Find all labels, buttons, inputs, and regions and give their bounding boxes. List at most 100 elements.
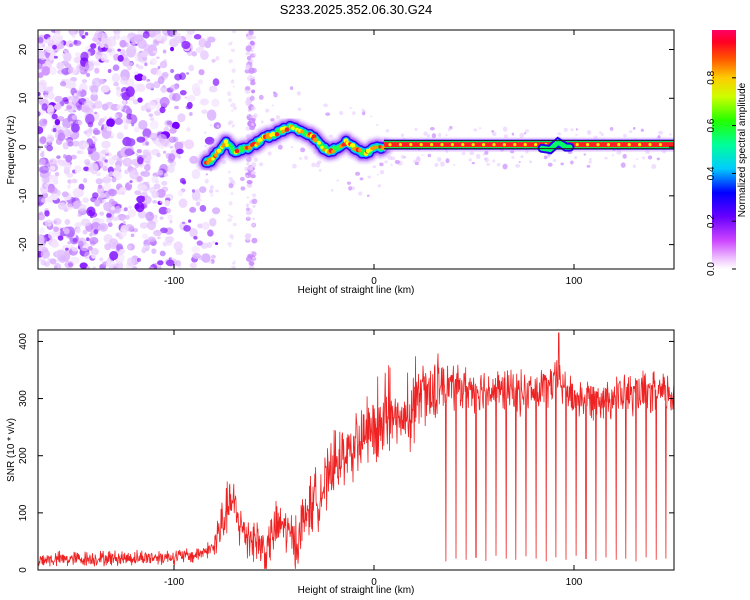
spectrogram-noise-blob — [114, 33, 121, 40]
spectrogram-noise-blob — [91, 136, 96, 139]
spectrogram-noise-blob — [486, 162, 490, 166]
spectrogram-noise-blob — [129, 180, 133, 183]
spectrogram-noise-blob — [54, 262, 62, 269]
spectrogram-noise-blob — [415, 157, 421, 163]
signal-peak-dot — [409, 143, 413, 147]
spectrogram-noise-blob — [159, 60, 168, 69]
spectrogram-noise-blob — [647, 155, 653, 160]
spectrogram-noise-blob — [209, 192, 214, 198]
spectrogram-noise-blob — [215, 189, 219, 193]
spectrogram-noise-blob — [250, 80, 256, 86]
spectrogram-noise-blob — [106, 259, 111, 263]
signal-peak-dot — [461, 143, 465, 147]
spectrogram-noise-blob — [142, 154, 147, 159]
spectrogram-noise-blob — [245, 45, 252, 52]
spectrogram-noise-blob — [359, 177, 364, 181]
spectrogram-noise-blob — [162, 241, 168, 247]
spectrogram-noise-blob — [632, 164, 636, 169]
spectrogram-noise-blob — [198, 69, 205, 76]
spectrogram-noise-blob — [385, 128, 390, 133]
spectrogram-noise-blob — [247, 103, 251, 107]
spectrogram-noise-blob — [87, 121, 94, 128]
spectrogram-noise-blob — [367, 175, 372, 179]
spectrogram-noise-blob — [372, 165, 377, 169]
spectrogram-noise-blob — [169, 145, 174, 149]
spectrogram-noise-blob — [376, 123, 379, 126]
spectrogram-noise-blob — [227, 242, 232, 246]
spectrogram-noise-blob — [90, 248, 99, 256]
spectrogram-noise-blob — [211, 98, 220, 108]
spectrogram-noise-blob — [90, 43, 97, 49]
spectrogram-noise-blob — [157, 260, 164, 266]
spectrogram-noise-blob — [121, 191, 125, 196]
colorbar-tick-label: 0.6 — [706, 118, 717, 132]
spectrogram-noise-blob — [328, 134, 334, 138]
spectrogram-noise-blob — [127, 208, 136, 218]
spectrogram-noise-blob — [258, 94, 264, 100]
spectrogram-noise-blob — [191, 83, 201, 93]
signal-peak-dot — [606, 143, 611, 147]
spectrogram-noise-blob — [252, 223, 256, 227]
spectrogram-ytick-label: 10 — [18, 92, 29, 104]
spectrogram-noise-blob — [106, 118, 115, 128]
spectrogram-noise-blob — [84, 251, 91, 259]
spectrogram-noise-blob — [112, 154, 119, 161]
spectrogram-noise-blob — [141, 195, 145, 199]
spectrogram-noise-blob — [136, 148, 142, 154]
spectrogram-noise-blob — [379, 162, 384, 167]
spectrogram-noise-cloud — [38, 30, 672, 269]
spectrogram-noise-blob — [176, 148, 184, 155]
snr-xlabel: Height of straight line (km) — [298, 585, 415, 596]
spectrogram-noise-blob — [250, 106, 256, 111]
spectrogram-noise-blob — [146, 220, 157, 231]
spectrogram-noise-blob — [149, 120, 159, 130]
spectrogram-noise-blob — [44, 183, 49, 188]
spectrogram-noise-blob — [134, 73, 144, 82]
spectrogram-noise-blob — [622, 153, 627, 159]
spectrogram-noise-blob — [40, 249, 50, 259]
spectrogram-noise-blob — [384, 160, 388, 164]
spectrogram-noise-blob — [93, 32, 103, 43]
spectrogram-noise-blob — [387, 155, 393, 160]
signal-peak-dot — [513, 143, 517, 147]
signal-peak-dot — [216, 148, 222, 153]
spectrogram-noise-blob — [41, 103, 48, 111]
spectrogram-noise-blob — [116, 104, 124, 111]
chart-title: S233.2025.352.06.30.G24 — [280, 2, 433, 17]
spectrogram-noise-blob — [400, 133, 405, 137]
spectrogram-noise-blob — [469, 151, 475, 156]
spectrogram-noise-blob — [247, 114, 250, 117]
snr-ylabel: SNR (10 * v/v) — [6, 418, 17, 482]
spectrogram-noise-blob — [72, 200, 80, 210]
spectrogram-noise-blob — [71, 123, 80, 133]
spectrogram-noise-blob — [251, 193, 257, 198]
spectrogram-ytick-label: -10 — [18, 188, 29, 203]
spectrogram-noise-blob — [156, 152, 161, 158]
spectrogram-noise-blob — [64, 138, 69, 141]
spectrogram-noise-blob — [135, 63, 140, 68]
spectrogram-noise-blob — [519, 132, 525, 139]
spectrogram-noise-blob — [159, 250, 166, 257]
spectrogram-noise-blob — [41, 242, 46, 247]
spectrogram-noise-blob — [47, 138, 51, 142]
spectrogram-noise-blob — [117, 48, 121, 52]
spectrogram-noise-blob — [195, 201, 201, 207]
spectrogram-noise-blob — [135, 152, 139, 157]
spectrogram-noise-blob — [46, 186, 55, 193]
spectrogram-noise-blob — [277, 144, 283, 150]
spectrogram-noise-blob — [177, 113, 186, 123]
spectrogram-noise-blob — [74, 222, 82, 228]
spectrogram-noise-blob — [186, 127, 191, 132]
spectrogram-noise-blob — [112, 170, 120, 178]
spectrogram-noise-blob — [197, 79, 204, 85]
spectrogram-noise-blob — [240, 186, 246, 191]
spectrogram-noise-blob — [65, 154, 73, 163]
colorbar-tick-label: 0.2 — [706, 214, 717, 228]
spectrogram-noise-blob — [49, 66, 57, 76]
spectrogram-noise-blob — [126, 138, 136, 147]
signal-peak-dot — [617, 143, 621, 147]
spectrogram-noise-blob — [38, 213, 46, 221]
spectrogram-noise-blob — [251, 251, 257, 257]
spectrogram-noise-blob — [199, 98, 209, 106]
